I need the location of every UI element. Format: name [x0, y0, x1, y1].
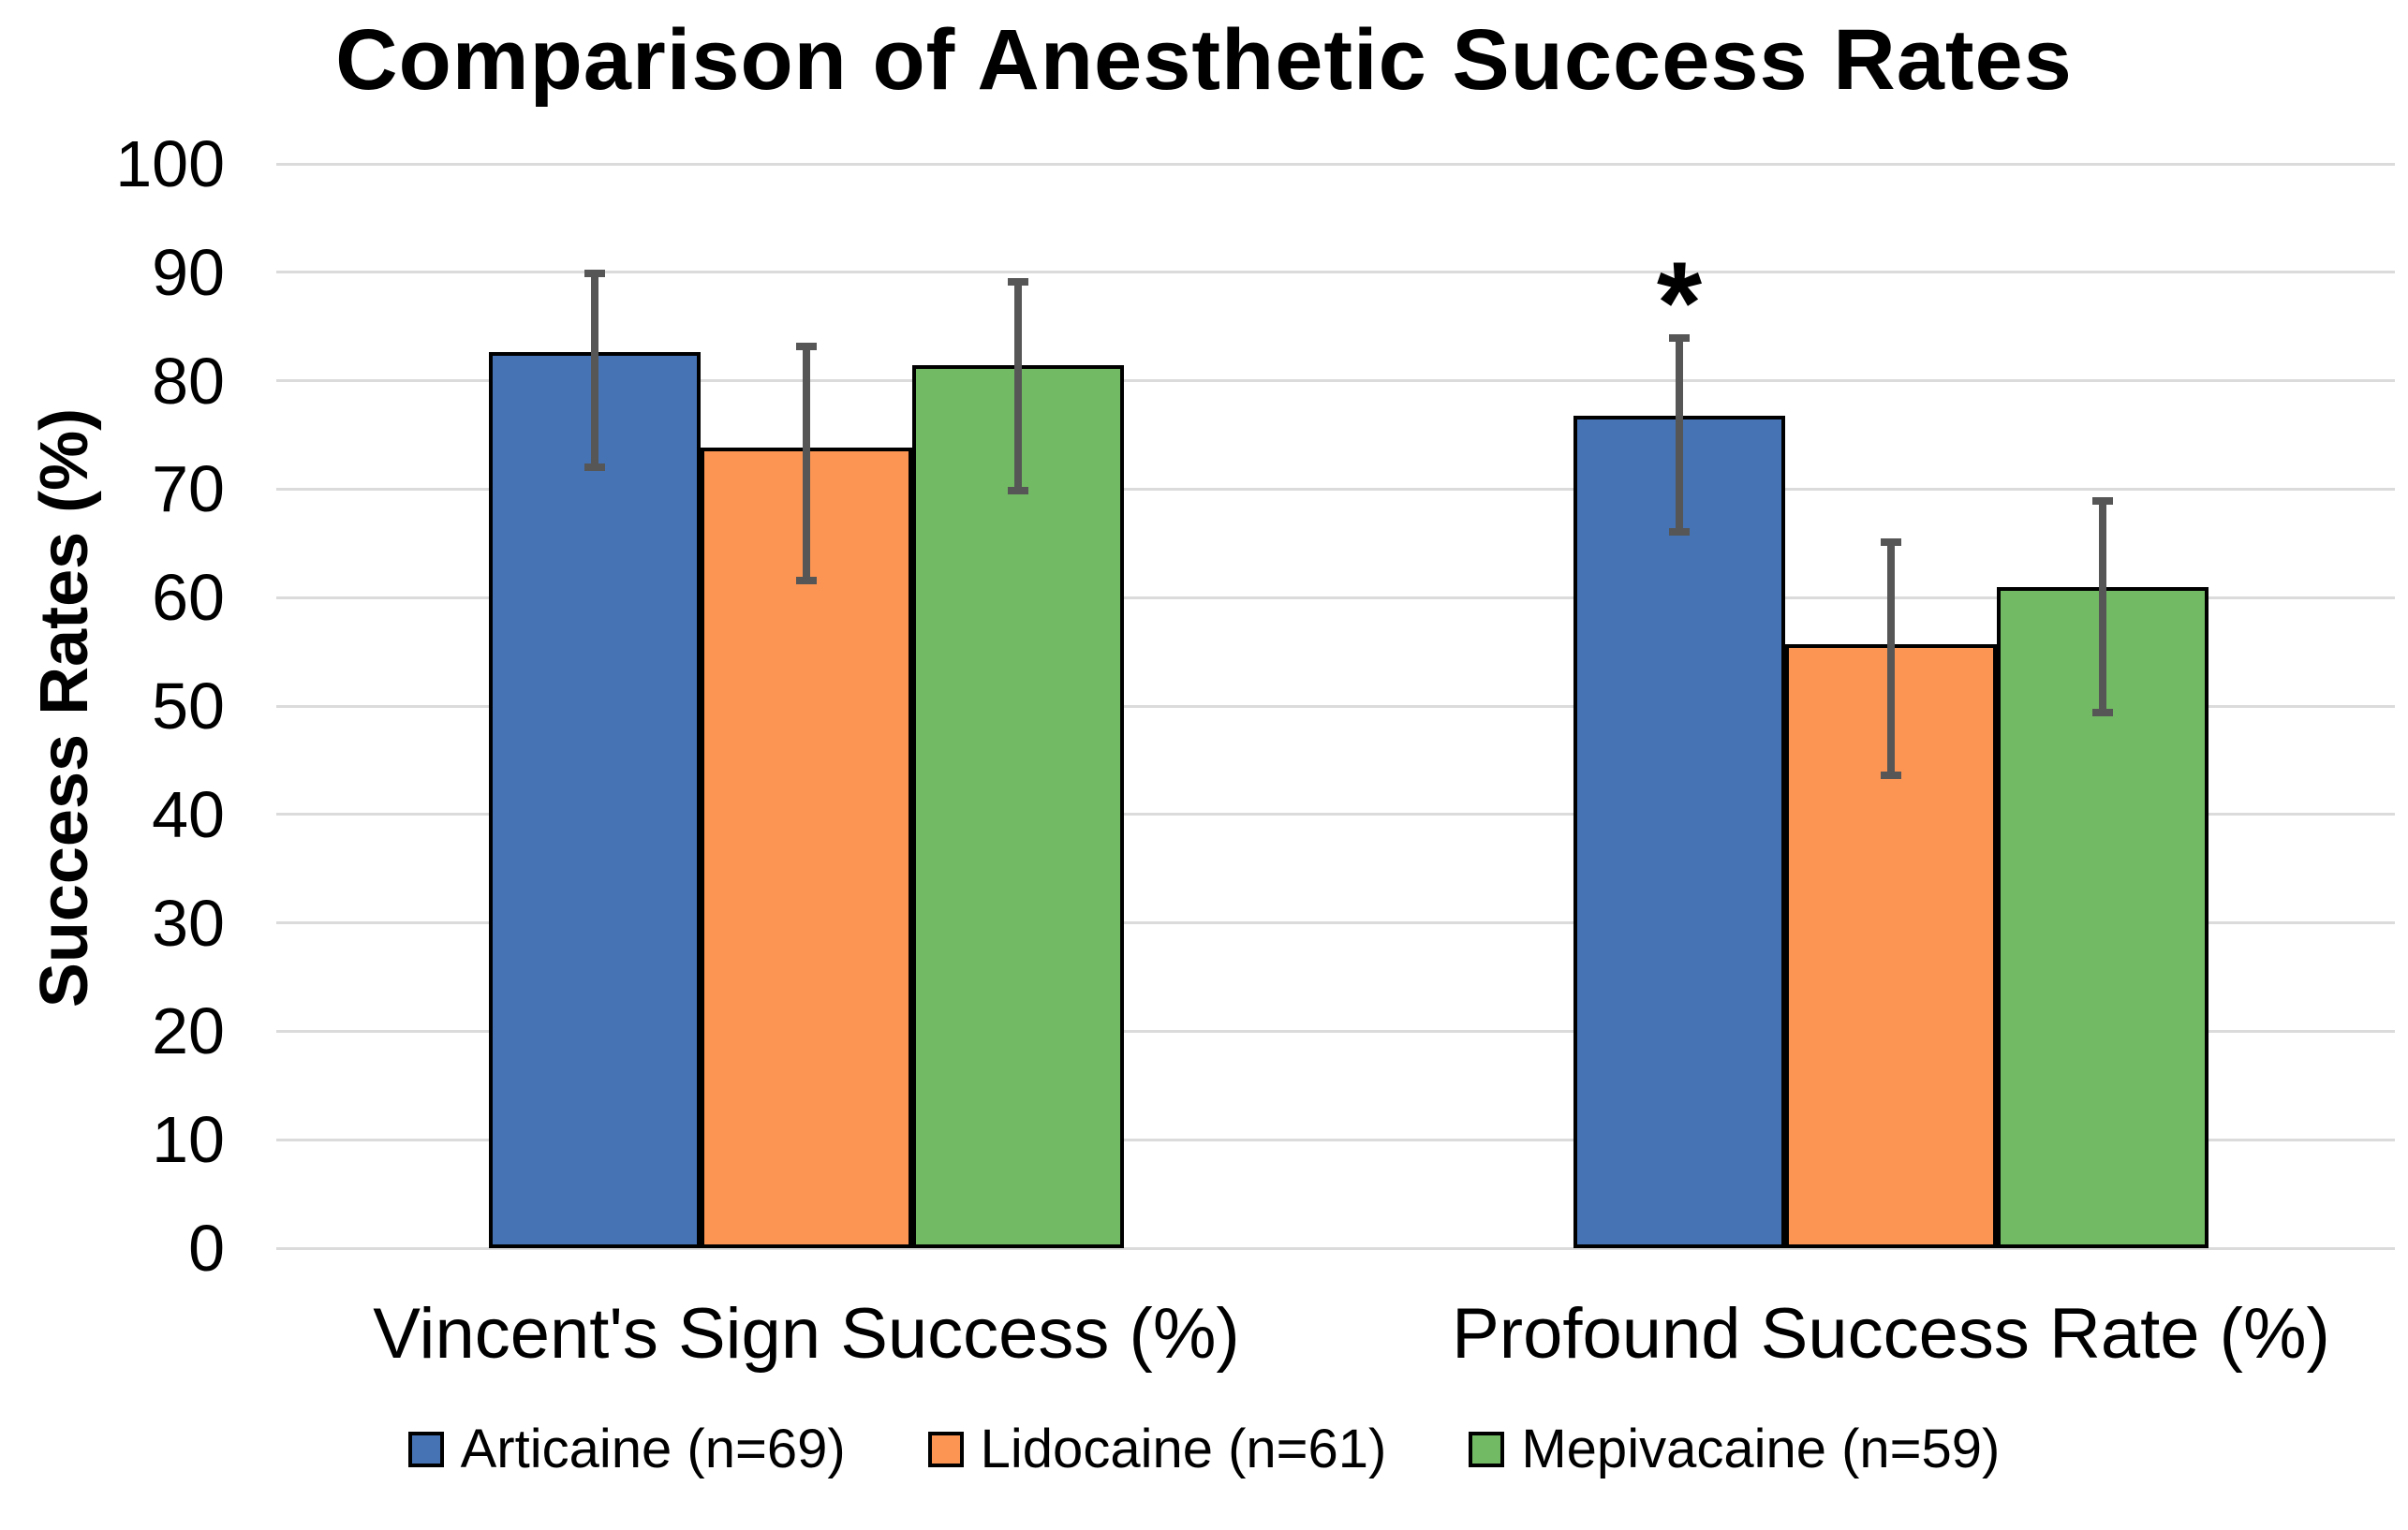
error-bar-stem	[1887, 542, 1895, 776]
gridline	[276, 1246, 2395, 1250]
bar-mepivacaine-cat0	[912, 365, 1124, 1248]
legend-item: Articaine (n=69)	[407, 1419, 846, 1479]
error-bar-cap	[1669, 334, 1690, 343]
gridline	[276, 271, 2395, 274]
gridline	[276, 1138, 2395, 1141]
error-bar-cap	[584, 269, 605, 277]
y-tick-label: 100	[115, 127, 225, 200]
error-bar-cap	[2092, 708, 2113, 716]
gridline	[276, 379, 2395, 383]
gridline	[276, 813, 2395, 816]
legend-label: Mepivacaine (n=59)	[1521, 1419, 2001, 1479]
legend-label: Articaine (n=69)	[460, 1419, 846, 1479]
error-bar-stem	[2099, 501, 2106, 713]
y-tick-label: 30	[152, 886, 225, 960]
legend-swatch-icon	[1469, 1432, 1505, 1467]
gridline	[276, 596, 2395, 599]
legend-swatch-icon	[927, 1432, 964, 1467]
legend: Articaine (n=69) Lidocaine (n=61) Mepivaca…	[0, 1420, 2408, 1479]
error-bar-cap	[2092, 497, 2113, 506]
error-bar-stem	[591, 272, 598, 468]
error-bar-cap	[1669, 527, 1690, 536]
y-tick-label: 70	[152, 452, 225, 526]
y-tick-label: 80	[152, 344, 225, 418]
error-bar-stem	[803, 346, 810, 581]
legend-label: Lidocaine (n=61)	[980, 1419, 1387, 1479]
x-category-label: Profound Success Rate (%)	[1452, 1294, 2330, 1374]
y-tick-label: 40	[152, 777, 225, 851]
error-bar-cap	[796, 342, 817, 350]
error-bar-cap	[796, 576, 817, 584]
y-tick-label: 50	[152, 669, 225, 743]
significance-asterisk: *	[1656, 239, 1703, 368]
y-tick-label: 90	[152, 235, 225, 309]
error-bar-stem	[1676, 338, 1683, 532]
y-tick-label: 20	[152, 994, 225, 1068]
bar-articaine-cat1	[1573, 415, 1785, 1248]
x-category-label: Vincent's Sign Success (%)	[373, 1294, 1240, 1374]
error-bar-cap	[1008, 278, 1028, 287]
error-bar-cap	[584, 463, 605, 472]
y-tick-label: 60	[152, 561, 225, 635]
error-bar-cap	[1008, 486, 1028, 494]
error-bar-cap	[1881, 772, 1901, 780]
legend-swatch-icon	[407, 1432, 444, 1467]
error-bar-stem	[1014, 282, 1022, 491]
chart-title: Comparison of Anesthetic Success Rates	[335, 12, 2073, 108]
bar-articaine-cat0	[489, 352, 701, 1248]
y-tick-label: 0	[188, 1212, 225, 1285]
gridline	[276, 704, 2395, 708]
gridline	[276, 162, 2395, 166]
y-tick-label: 10	[152, 1103, 225, 1177]
gridline	[276, 1029, 2395, 1033]
gridline	[276, 921, 2395, 925]
legend-item: Lidocaine (n=61)	[927, 1419, 1387, 1479]
legend-item: Mepivacaine (n=59)	[1469, 1420, 2000, 1479]
gridline	[276, 487, 2395, 491]
error-bar-cap	[1881, 538, 1901, 547]
